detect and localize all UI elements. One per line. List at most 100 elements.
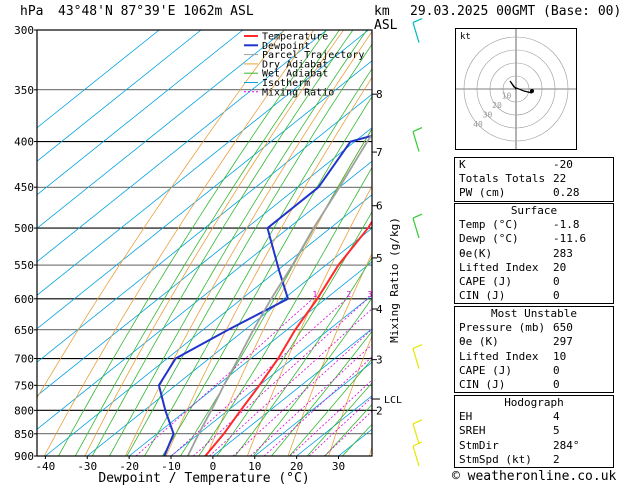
temperature-tick-label: 10 [248,460,261,473]
wet-adiabat [306,382,372,456]
index-value: 2 [553,452,560,466]
mixing-ratio-line [250,344,372,456]
indices-table-most-unstable: Most Unstable Pressure (mb) 650 θe (K) 297 L… [454,306,614,394]
index-row: CAPE (J) 0 [455,364,613,378]
index-value: -20 [553,158,573,171]
index-label: Dewp (°C) [459,232,519,246]
pressure-tick-label: 650 [14,324,34,337]
isotherm-line [45,194,372,456]
index-label: StmSpd (kt) [459,452,532,466]
legend-entry: Isotherm [262,78,310,89]
isotherm-line [87,227,372,456]
legend-entry: Dewpoint [262,41,310,52]
mixing-ratio-label: 2 [346,290,351,299]
pressure-tick-label: 350 [14,84,34,97]
index-row: PW (cm) 0.28 [455,186,613,200]
hodograph-section-title: Hodograph [504,396,564,409]
wet-adiabat [58,30,327,456]
wet-adiabat [289,358,372,456]
index-label: CAPE (J) [459,363,512,377]
hodograph-ring-label: 10 [502,92,512,101]
wind-barb-flag [412,344,423,350]
index-row: StmSpd (kt) 2 [455,453,613,467]
wet-adiabat [162,95,372,456]
temperature-tick-label: -30 [77,460,97,473]
wet-adiabat [180,128,372,456]
index-row: Dewp (°C) -11.6 [455,232,613,246]
km-tick-label: 8 [376,88,383,101]
dry-adiabat [125,30,372,456]
mixing-ratio-label: 1 [312,290,317,299]
surface-section-title: Surface [510,204,558,217]
plot-frame [36,29,373,457]
index-value: 22 [553,172,567,186]
index-row: Totals Totals 22 [455,172,613,186]
index-value: 20 [553,260,567,274]
index-label: EH [459,410,473,424]
pressure-tick-label: 850 [14,428,34,441]
pressure-tick-label: 900 [14,450,34,463]
indices-table-hodograph: Hodograph EH 4 SREH 5 StmDir 284° StmSpd (kt) 2 [454,395,614,468]
mixing-ratio-axis-label: Mixing Ratio (g/kg) [388,217,401,343]
wind-barb [412,217,420,239]
dry-adiabat [84,30,344,456]
km-tick-label: 6 [376,200,383,213]
hodograph-ring-label: 20 [492,101,502,110]
dry-adiabat [247,185,372,456]
mixing-ratio-line [263,356,372,456]
index-value: 0 [553,377,560,391]
isotherm-line [37,30,285,229]
hodograph-ring [489,62,543,116]
series-parcel-trajectory [186,133,372,456]
copyright-footer: © weatheronline.co.uk [452,469,617,484]
index-label: θe (K) [459,335,499,349]
legend-entry: Mixing Ratio [262,87,334,98]
hodograph-ring-label: 30 [483,111,493,120]
mixing-ratio-line [171,298,348,456]
index-value: 0 [553,289,560,303]
isotherm-line [37,160,372,430]
isotherm-line [128,261,372,456]
lcl-label: LCL [384,395,402,406]
isotherm-line [37,60,372,330]
index-value: 5 [553,424,560,438]
dry-adiabat [328,334,372,456]
index-row: EH 4 [455,410,613,424]
index-label: K [459,158,466,171]
hodograph-ring [476,49,556,129]
index-label: SREH [459,424,486,438]
dry-adiabat [37,30,285,399]
index-row: CAPE (J) 0 [455,275,613,289]
index-row: Lifted Index 10 [455,350,613,364]
pressure-tick-label: 400 [14,136,34,149]
isotherm-line [37,30,244,196]
wind-barb-flag [412,419,423,425]
temperature-tick-label: 20 [290,460,303,473]
index-value: 284° [553,438,580,452]
temperature-tick-label: -40 [35,460,55,473]
index-label: Temp (°C) [459,218,519,232]
hodograph-unit: kt [460,32,471,42]
index-label: StmDir [459,438,499,452]
isotherm-line [212,328,372,456]
asl-label: ASL [374,18,398,33]
legend-entry: Dry Adiabat [262,59,328,70]
index-label: Totals Totals [459,172,546,186]
storm-motion-marker [530,89,534,93]
index-row: Temp (°C) -1.8 [455,218,613,232]
index-value: 10 [553,349,567,363]
temperature-tick-label: -10 [161,460,181,473]
index-row: K -20 [455,158,613,172]
hodograph-ring [463,36,569,142]
most-unstable-section-title: Most Unstable [490,307,578,320]
index-row: CIN (J) 0 [455,378,613,392]
pressure-tick-label: 750 [14,379,34,392]
index-label: Pressure (mb) [459,321,546,335]
pressure-tick-label: 500 [14,222,34,235]
wet-adiabat [198,166,372,456]
mixing-ratio-line [135,298,314,456]
mixing-ratio-line [323,410,372,456]
isotherm-line [37,30,327,263]
isotherm-line [37,30,369,296]
